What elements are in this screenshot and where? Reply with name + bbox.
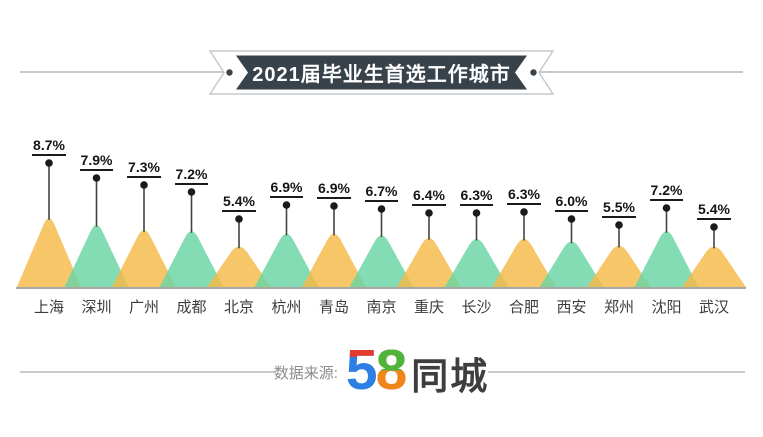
mountain-bar: [111, 230, 177, 288]
marker-dot: [425, 209, 433, 217]
marker-dot: [187, 188, 196, 196]
ribbon-banner-graphic: [209, 50, 554, 95]
logo-digit-8-orange: 8: [375, 338, 408, 402]
mountain-bar: [64, 225, 129, 288]
mountain-bar: [634, 231, 699, 288]
ribbon-dot-right: [530, 69, 537, 76]
marker-dot: [235, 215, 243, 223]
title-banner: 2021届毕业生首选工作城市: [209, 50, 554, 95]
marker-dot: [710, 223, 718, 231]
logo-digit-5-red-top: 5: [345, 338, 376, 402]
marker-dot: [662, 204, 671, 212]
logo-digit-8: 8 8: [375, 338, 408, 402]
page-title: 2021届毕业生首选工作城市: [252, 64, 511, 86]
data-source-row: 数据来源: 5 5 8 8 同城: [0, 342, 763, 400]
mountain-bar: [349, 235, 414, 288]
mountain-bar: [301, 233, 367, 288]
mountain-bar: [396, 238, 462, 288]
marker-dot: [45, 159, 53, 167]
ribbon-dot-left: [226, 69, 233, 76]
logo-digit-8-green-top: 8: [375, 338, 406, 402]
marker-dot: [567, 215, 576, 223]
mountain-bar: [539, 241, 604, 288]
data-source-label: 数据来源:: [273, 364, 338, 382]
marker-dot: [92, 174, 101, 182]
footer-divider-right: [488, 371, 745, 373]
mountain-bar: [16, 218, 82, 288]
marker-dot: [377, 205, 386, 213]
logo-wordmark: 同城: [411, 356, 490, 397]
logo-58tongcheng: 5 5 8 8 同城: [346, 342, 489, 400]
mountain-bar: [586, 245, 652, 288]
mountain-bar: [491, 239, 557, 288]
marker-dot: [282, 201, 291, 209]
marker-dot: [472, 209, 481, 217]
mountain-bar: [681, 246, 747, 288]
logo-digit-5-blue: 5: [345, 338, 378, 402]
mountain-bar: [206, 246, 272, 288]
mountain-bar: [444, 239, 509, 288]
marker-dot: [140, 181, 148, 189]
logo-digit-5: 5 5: [345, 338, 378, 402]
ribbon-dark-band: [236, 55, 527, 90]
marker-dot: [520, 208, 528, 216]
mountain-bar: [159, 231, 224, 288]
marker-dot: [615, 221, 623, 229]
mountain-bar: [254, 233, 319, 288]
footer-divider-left: [20, 371, 275, 373]
marker-dot: [330, 202, 338, 210]
